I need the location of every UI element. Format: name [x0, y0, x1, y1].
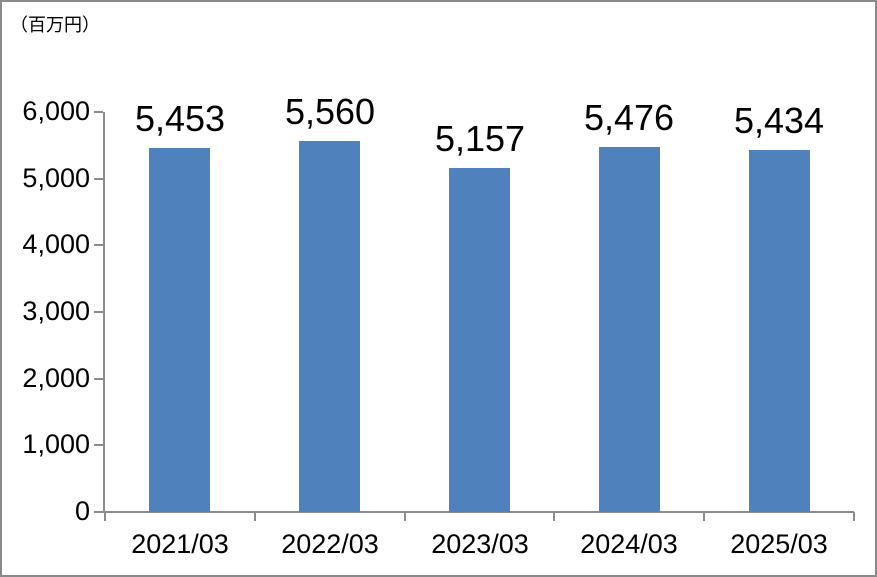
- x-axis-line: [103, 511, 854, 513]
- bar: [749, 150, 810, 512]
- x-axis-category-label: 2024/03: [580, 529, 678, 559]
- x-axis-category-label: 2023/03: [431, 529, 529, 559]
- y-axis-tick: [94, 511, 103, 513]
- x-axis-category-label: 2022/03: [281, 529, 379, 559]
- y-axis-tick-label: 2,000: [22, 362, 90, 393]
- x-axis-category-label: 2025/03: [730, 529, 828, 559]
- x-axis-tick: [403, 512, 406, 521]
- y-axis-tick-label: 0: [74, 496, 90, 526]
- bar: [449, 168, 510, 512]
- y-axis-tick-label: 4,000: [22, 229, 90, 260]
- y-axis-tick: [94, 111, 103, 113]
- y-axis-tick: [94, 177, 103, 180]
- x-axis-category-label: 2021/03: [131, 529, 229, 559]
- x-axis-tick: [104, 512, 106, 521]
- y-axis-tick-label: 3,000: [22, 296, 90, 326]
- y-axis-line: [103, 112, 105, 513]
- bar: [299, 141, 360, 512]
- y-axis-tick: [94, 444, 103, 447]
- y-axis-tick: [94, 377, 103, 380]
- bar-value-label: 5,434: [733, 100, 825, 141]
- bar-value-label: 5,453: [134, 98, 226, 139]
- bar: [599, 147, 660, 512]
- y-axis-tick-label: 5,000: [22, 162, 90, 193]
- y-axis-tick-label: 1,000: [22, 429, 90, 460]
- axis-unit-label: （百万円）: [10, 15, 100, 35]
- y-axis-tick-label: 6,000: [22, 96, 90, 126]
- bar: [149, 148, 210, 512]
- y-axis-tick: [94, 311, 103, 313]
- y-axis-tick: [94, 244, 103, 247]
- x-axis-tick: [853, 512, 855, 521]
- bar-value-label: 5,157: [434, 118, 526, 159]
- bar-value-label: 5,560: [284, 91, 376, 132]
- x-axis-tick: [703, 512, 706, 521]
- x-axis-tick: [253, 512, 256, 521]
- x-axis-tick: [553, 512, 556, 521]
- bar-value-label: 5,476: [583, 97, 675, 138]
